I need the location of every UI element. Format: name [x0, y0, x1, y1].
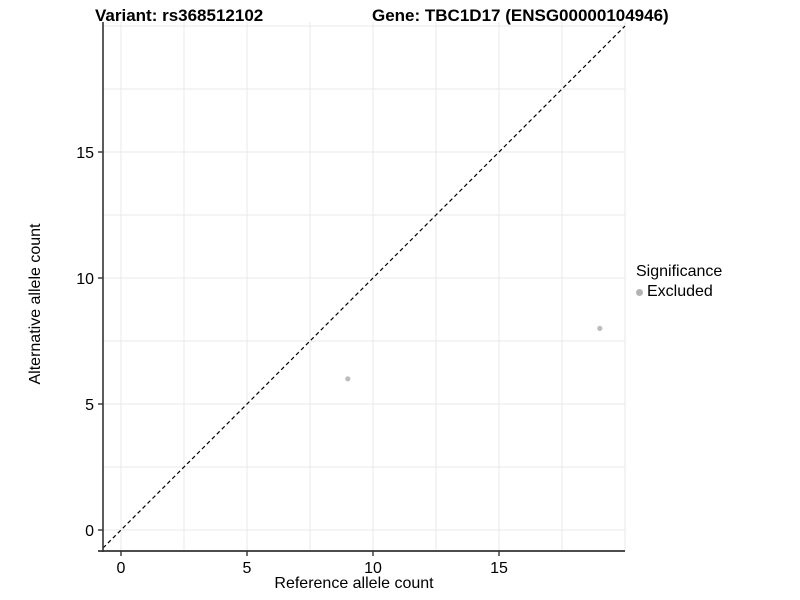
x-tick-label: 10 — [364, 560, 382, 577]
y-tick-label: 0 — [85, 523, 94, 540]
identity-line — [102, 25, 626, 549]
y-axis-label: Alternative allele count — [27, 223, 44, 385]
legend-item-excluded: Excluded — [636, 282, 722, 302]
y-tick-label: 10 — [76, 271, 94, 288]
legend: Significance Excluded — [636, 262, 722, 302]
excluded-point-icon — [636, 288, 643, 296]
x-tick-label: 0 — [117, 560, 126, 577]
y-tick-label: 5 — [85, 397, 94, 414]
gene-title: Gene: TBC1D17 (ENSG00000104946) — [372, 6, 669, 25]
variant-title: Variant: rs368512102 — [95, 6, 264, 25]
y-tick-label: 15 — [76, 145, 94, 162]
x-axis-label: Reference allele count — [274, 575, 434, 592]
x-tick-label: 5 — [243, 560, 252, 577]
legend-title: Significance — [636, 263, 723, 280]
legend-item-label: Excluded — [647, 283, 713, 300]
x-tick-label: 15 — [490, 560, 508, 577]
data-point — [597, 325, 603, 331]
data-point — [345, 376, 351, 382]
